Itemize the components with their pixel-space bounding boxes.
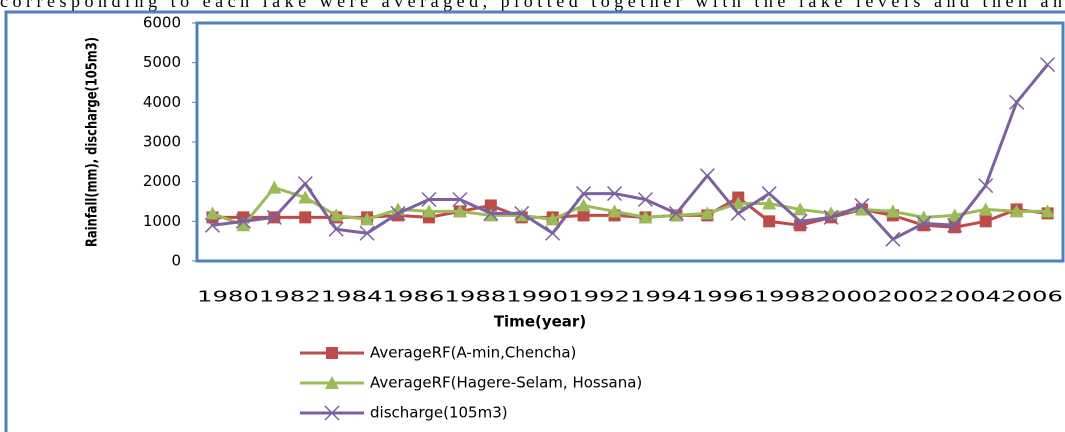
legend-marker (326, 347, 338, 359)
series-marker (607, 186, 623, 202)
series-marker (328, 221, 344, 237)
series-line (211, 186, 1048, 227)
x-tick-label: 1988 (444, 288, 506, 306)
series-marker (638, 210, 653, 224)
x-tick-label: 1984 (321, 288, 383, 306)
y-tick-label: 4000 (143, 93, 181, 111)
series-marker (916, 215, 932, 231)
series-marker (854, 197, 870, 213)
series-marker (731, 196, 746, 210)
series-marker (1009, 204, 1024, 218)
series-marker (1040, 57, 1056, 73)
x-axis-title: Time(year) (494, 313, 586, 331)
y-tick-label: 0 (171, 252, 181, 270)
x-tick-label: 2000 (816, 288, 878, 306)
series-marker (885, 231, 901, 247)
series-marker (792, 213, 808, 229)
series-marker (823, 209, 839, 225)
legend-label: AverageRF(Hagere-Selam, Hossana) (370, 374, 642, 392)
series-marker (235, 213, 251, 229)
y-tick-label: 2000 (143, 172, 181, 190)
x-tick-label: 1992 (568, 288, 630, 306)
x-tick-label: 1998 (754, 288, 816, 306)
x-tick-label: 1990 (506, 288, 568, 306)
series-marker (793, 202, 808, 216)
x-tick-label: 1982 (259, 288, 321, 306)
y-tick-label: 5000 (143, 53, 181, 71)
series-marker (452, 204, 467, 218)
series-marker (484, 199, 497, 212)
series-marker (236, 218, 251, 232)
series-marker (266, 209, 282, 225)
series-marker (390, 205, 406, 221)
x-tick-label: 1980 (197, 288, 259, 306)
series-marker (329, 208, 344, 222)
series-marker (204, 217, 220, 233)
series-marker (885, 204, 900, 218)
y-axis-title: Rainfall(mm), discharge(105m3) (83, 37, 101, 247)
x-tick-label: 2006 (1001, 288, 1063, 306)
x-tick-label: 1994 (630, 288, 692, 306)
series-marker (576, 198, 591, 212)
legend-label: discharge(105m3) (370, 404, 508, 422)
legend-marker (325, 376, 339, 389)
series-marker (545, 212, 560, 226)
series-marker (1009, 94, 1025, 110)
series-marker (699, 168, 715, 184)
legend-marker (324, 405, 340, 421)
series-marker (360, 212, 375, 226)
y-tick-label: 3000 (143, 133, 181, 151)
x-tick-label: 1986 (383, 288, 445, 306)
series-marker (637, 191, 653, 208)
x-tick-label: 1996 (692, 288, 754, 306)
series-marker (1040, 204, 1055, 218)
series-marker (576, 186, 592, 202)
y-tick-label: 1000 (143, 212, 181, 230)
series-marker (978, 178, 994, 194)
series-marker (483, 205, 499, 221)
legend-label: AverageRF(A-min,Chencha) (370, 344, 576, 362)
series-marker (421, 191, 437, 208)
series-marker (947, 217, 963, 233)
series-marker (298, 190, 313, 204)
series-marker (267, 180, 282, 194)
series-marker (979, 215, 992, 228)
series-marker (668, 205, 684, 221)
series-marker (730, 205, 746, 221)
document-text: corresponding to each lake were averaged… (0, 0, 1062, 11)
series-marker (700, 206, 715, 220)
series-marker (421, 204, 436, 218)
series-marker (763, 215, 776, 228)
series-marker (762, 196, 777, 210)
series-marker (761, 186, 777, 202)
series-marker (359, 225, 375, 241)
series-marker (299, 211, 312, 224)
x-tick-label: 2004 (939, 288, 1001, 306)
series-marker (452, 191, 468, 208)
series-marker (978, 202, 993, 216)
series-marker (545, 225, 561, 241)
series-marker (854, 202, 869, 216)
series-line (212, 63, 1049, 241)
series-marker (607, 204, 622, 218)
series-marker (205, 206, 220, 220)
x-tick-label: 2002 (877, 288, 939, 306)
series-marker (947, 208, 962, 222)
y-tick-label: 6000 (143, 14, 181, 32)
chart-frame (4, 10, 1065, 432)
series-marker (297, 176, 313, 192)
series-marker (577, 209, 590, 222)
series-marker (514, 205, 530, 221)
